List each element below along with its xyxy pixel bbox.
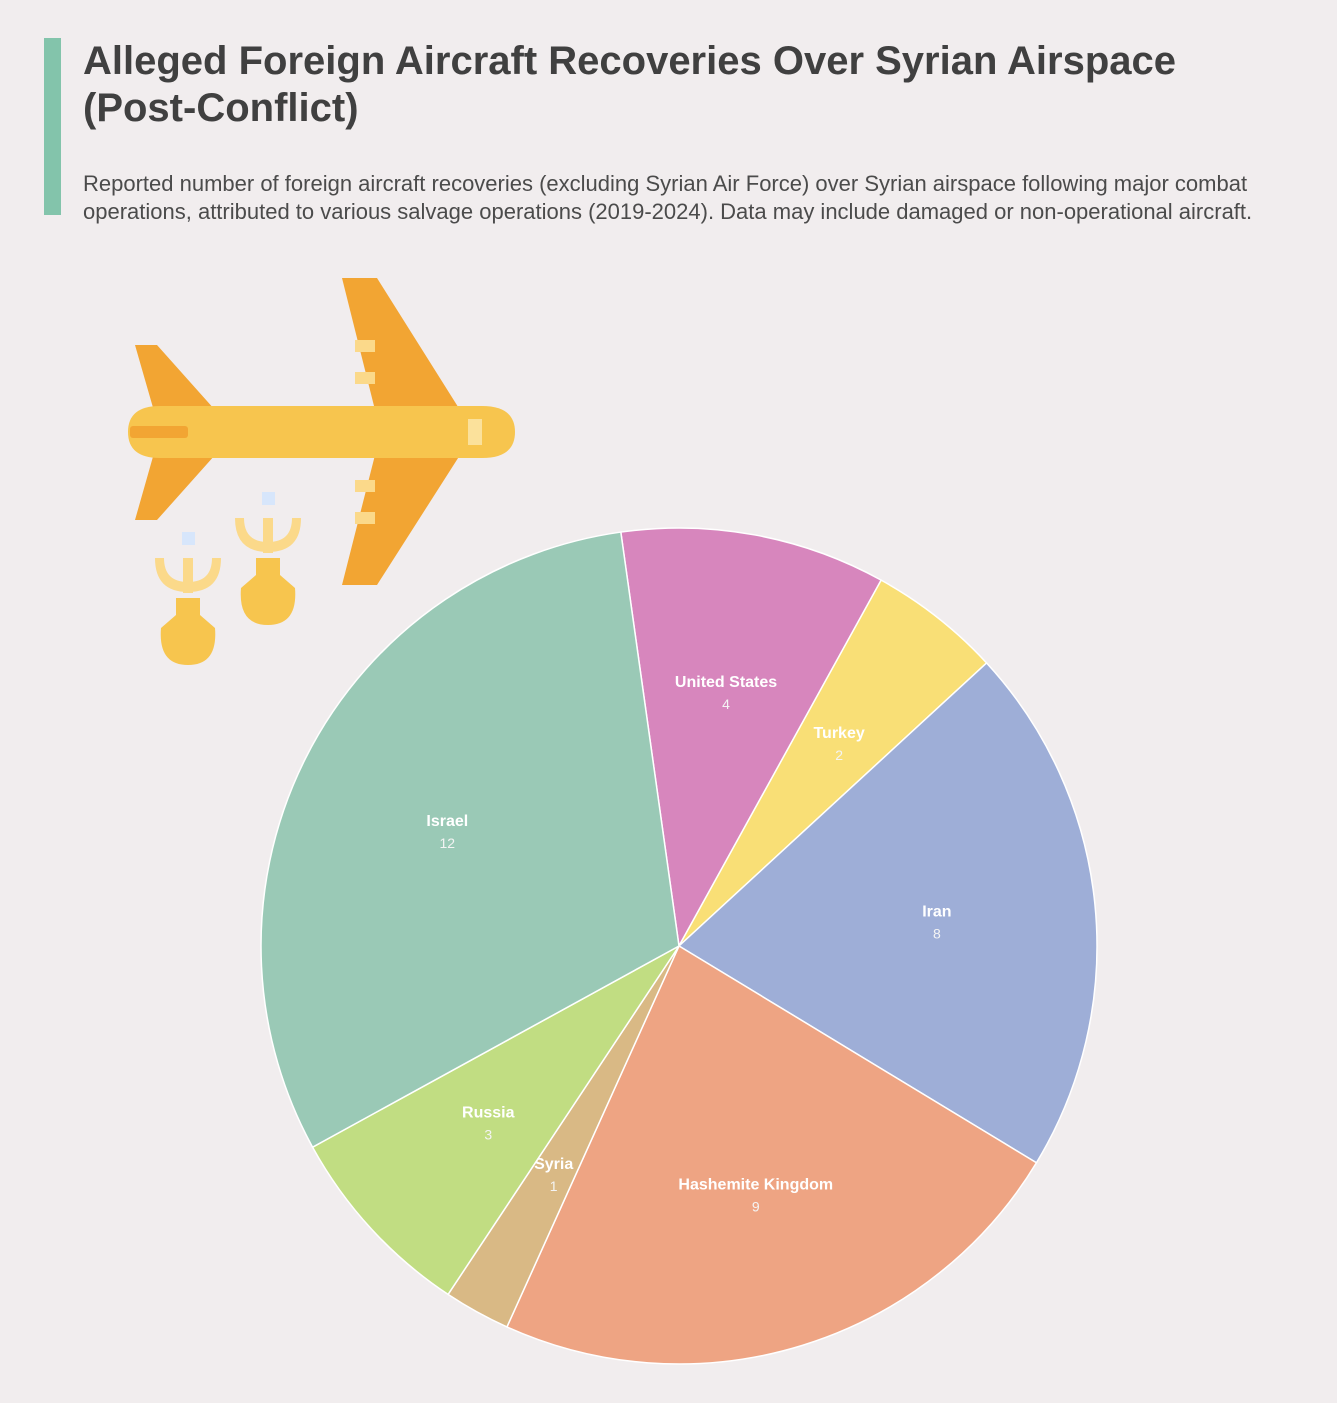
wing-stripe-icon [355,480,375,492]
slice-value-hashemite-kingdom: 9 [752,1199,760,1215]
slice-label-russia: Russia [462,1104,515,1121]
chart-subtitle: Reported number of foreign aircraft reco… [83,171,1253,224]
slice-label-israel: Israel [426,813,468,830]
airplane-stripe-icon [130,426,188,438]
pie-slice-israel[interactable] [260,531,680,1149]
chart-title: Alleged Foreign Aircraft Recoveries Over… [83,39,1177,130]
wing-stripe-icon [355,340,375,352]
slice-value-iran: 8 [933,925,941,941]
slice-value-israel: 12 [440,835,456,851]
wing-stripe-icon [355,372,375,384]
slice-value-russia: 3 [484,1126,492,1142]
pie-slice-russia[interactable] [311,945,680,1296]
pie-slice-hashemite-kingdom[interactable] [505,944,1038,1365]
pie-slice-iran[interactable] [677,661,1098,1164]
airplane-fuselage-icon [128,406,515,458]
wing-stripe-icon [355,512,375,524]
slice-label-turkey: Turkey [813,725,864,742]
slice-value-syria: 1 [550,1178,558,1194]
chart-header: Alleged Foreign Aircraft Recoveries Over… [44,38,1329,226]
slice-label-iran: Iran [922,903,951,920]
slice-value-united-states: 4 [722,696,730,712]
slice-label-united-states: United States [675,674,777,691]
pie-slice-united-states[interactable] [619,527,883,949]
airplane-dropping-bombs-icon [128,278,515,665]
header-text: Alleged Foreign Aircraft Recoveries Over… [83,38,1323,226]
airplane-window-icon [468,419,482,445]
slice-value-turkey: 2 [835,747,843,763]
slice-label-hashemite-kingdom: Hashemite Kingdom [678,1177,833,1194]
slice-label-syria: Syria [534,1156,573,1173]
title-accent-bar [44,38,61,215]
bomb-icon [155,532,221,665]
bomb-icon [235,492,301,625]
